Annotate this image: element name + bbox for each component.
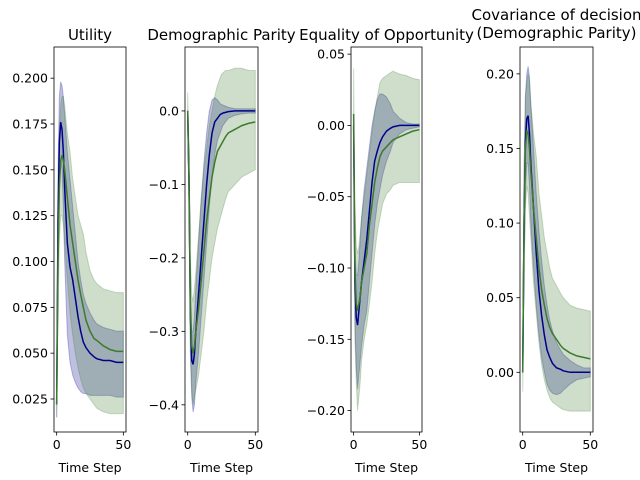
x-axis-label: Time Step bbox=[189, 460, 253, 475]
x-tick-label: 50 bbox=[582, 437, 598, 452]
axes-frame bbox=[53, 46, 127, 433]
subplot-4: 0.00 0.05 0.10 0.15 0.20 0 50 Time Step Covarian… bbox=[471, 6, 640, 475]
x-axis-label: Time Step bbox=[57, 460, 121, 475]
x-tick-label: 50 bbox=[411, 437, 427, 452]
subplot-1: 0.025 0.050 0.075 0.100 0.125 0.150 0.175 0.200… bbox=[12, 26, 131, 475]
x-tick-label: 50 bbox=[247, 437, 263, 452]
y-tick-label: 0.05 bbox=[486, 290, 514, 305]
chart-title: (Demographic Parity) bbox=[476, 24, 636, 42]
chart-title: Utility bbox=[68, 26, 112, 44]
y-tick-label: −0.20 bbox=[307, 403, 345, 418]
y-tick-label: 0.10 bbox=[486, 216, 514, 231]
series-1-line bbox=[352, 124, 420, 326]
y-tick-label: −0.05 bbox=[307, 189, 345, 204]
y-tick-label: 0.200 bbox=[12, 71, 48, 86]
y-tick-label: 0.20 bbox=[486, 66, 514, 81]
x-axis-label: Time Step bbox=[524, 460, 588, 475]
series-2-line bbox=[186, 110, 256, 354]
chart-title: Equality of Opportunity bbox=[299, 26, 474, 44]
axes-frame bbox=[350, 46, 423, 433]
plot-area bbox=[55, 81, 124, 418]
y-tick-label: −0.4 bbox=[149, 397, 179, 412]
series-2-band bbox=[353, 68, 420, 411]
y-tick-label: 0.125 bbox=[12, 208, 48, 223]
series-2-line bbox=[55, 154, 124, 405]
y-tick-label: 0.15 bbox=[486, 141, 514, 156]
x-tick-label: 0 bbox=[519, 437, 527, 452]
x-tick-label: 50 bbox=[115, 437, 131, 452]
y-tick-label: 0.025 bbox=[12, 392, 48, 407]
series-2-band bbox=[522, 73, 591, 412]
axes-frame bbox=[519, 46, 594, 433]
subplot-3: −0.20 −0.15 −0.10 −0.05 0.00 0.05 0 50 Time Step… bbox=[299, 26, 474, 475]
plot-area bbox=[521, 66, 591, 412]
series-1-band bbox=[56, 81, 124, 418]
series-2-line bbox=[352, 114, 420, 311]
y-tick-label: 0.150 bbox=[12, 162, 48, 177]
chart-title: Covariance of decision bbox=[471, 6, 640, 24]
y-tick-label: −0.10 bbox=[307, 261, 345, 276]
plot-area bbox=[352, 68, 420, 411]
series-1-line bbox=[55, 122, 124, 405]
y-tick-label: 0.050 bbox=[12, 346, 48, 361]
series-1-line bbox=[521, 115, 591, 374]
x-tick-label: 0 bbox=[184, 437, 192, 452]
y-tick-label: −0.3 bbox=[149, 324, 179, 339]
subplot-2: −0.4 −0.3 −0.2 −0.1 0.0 0 50 Time Step Demograph… bbox=[147, 26, 295, 475]
axes-frame bbox=[184, 46, 259, 433]
series-2-band bbox=[187, 67, 256, 405]
y-tick-label: 0.100 bbox=[12, 254, 48, 269]
y-tick-label: 0.00 bbox=[486, 365, 514, 380]
series-1-line bbox=[186, 110, 256, 365]
x-tick-label: 0 bbox=[350, 437, 358, 452]
y-tick-label: 0.05 bbox=[317, 47, 345, 62]
series-2-band bbox=[56, 96, 124, 418]
y-tick-label: 0.075 bbox=[12, 300, 48, 315]
y-tick-label: −0.15 bbox=[307, 332, 345, 347]
y-tick-label: 0.00 bbox=[317, 118, 345, 133]
x-axis-label: Time Step bbox=[354, 460, 418, 475]
plot-area bbox=[186, 67, 256, 413]
y-tick-label: 0.175 bbox=[12, 117, 48, 132]
y-tick-label: 0.0 bbox=[159, 103, 179, 118]
y-tick-label: −0.2 bbox=[149, 250, 179, 265]
series-2-line bbox=[521, 130, 591, 373]
y-tick-label: −0.1 bbox=[149, 177, 179, 192]
chart-title: Demographic Parity bbox=[147, 26, 295, 44]
x-tick-label: 0 bbox=[53, 437, 61, 452]
